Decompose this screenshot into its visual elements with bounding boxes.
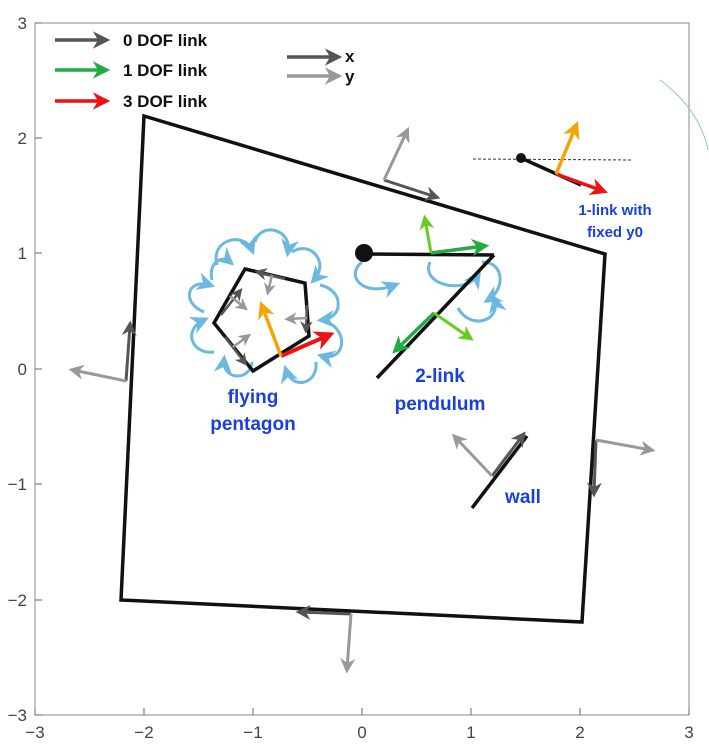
pendulum-pivot xyxy=(355,244,373,262)
right-wall-frame xyxy=(586,438,656,498)
x-tick-label: 1 xyxy=(466,723,475,742)
legend-label-0dof: 0 DOF link xyxy=(123,31,208,50)
two-link-pendulum-label-line2: pendulum xyxy=(395,394,486,415)
legend-label-y: y xyxy=(345,67,355,86)
left-wall-frame xyxy=(68,320,137,383)
x-tick-labels: −3 −2 −1 0 1 2 3 xyxy=(25,723,693,742)
legend-label-1dof: 1 DOF link xyxy=(123,61,208,80)
legend: 0 DOF link 1 DOF link 3 DOF link x y xyxy=(55,31,355,111)
y-tick-label: −3 xyxy=(8,706,27,725)
legend-label-3dof: 3 DOF link xyxy=(123,92,208,111)
pendulum-link2-1dof-arrow xyxy=(392,311,436,354)
one-link-y-arrow xyxy=(554,121,580,175)
bottom-wall-frame xyxy=(295,604,356,674)
boundary-walls xyxy=(119,113,607,624)
one-link-label-line1: 1-link with xyxy=(578,202,651,219)
one-link-x-arrow xyxy=(555,172,608,196)
x-tick-label: 2 xyxy=(575,723,584,742)
y-tick-label: −2 xyxy=(8,591,27,610)
wall-frame-y-arrow xyxy=(451,433,494,478)
pentagon-3dof-y-arrow xyxy=(258,301,283,357)
flying-pentagon xyxy=(211,267,311,374)
top-wall-frame xyxy=(382,126,441,201)
decorative-arc xyxy=(659,79,709,151)
x-tick-label: 0 xyxy=(357,723,366,742)
y-tick-labels: 3 2 1 0 −1 −2 −3 xyxy=(8,14,27,725)
pendulum-link1-1dof-arrow xyxy=(430,238,490,257)
pentagon-edge-frames xyxy=(220,268,313,366)
fixed-y0-reference-line xyxy=(472,158,632,161)
pendulum-link-1 xyxy=(362,252,495,257)
y-tick-label: −1 xyxy=(8,475,27,494)
one-link-label-line2: fixed y0 xyxy=(587,224,643,241)
pendulum-link-2 xyxy=(375,253,496,380)
wall-label: wall xyxy=(504,487,541,508)
wall-frame-x-arrow xyxy=(490,431,526,477)
two-link-pendulum-label-line1: 2-link xyxy=(415,366,465,387)
flying-pentagon-label-line2: pentagon xyxy=(210,414,296,435)
flying-pentagon-label-line1: flying xyxy=(228,387,279,408)
x-tick-label: −2 xyxy=(134,723,153,742)
wall-link xyxy=(470,434,529,510)
pentagon-3dof-x-arrow xyxy=(280,331,335,358)
y-tick-label: 0 xyxy=(18,360,27,379)
x-tick-label: −3 xyxy=(25,723,44,742)
tick-marks xyxy=(34,22,690,716)
one-link-pivot xyxy=(516,153,526,163)
y-tick-label: 1 xyxy=(18,244,27,263)
x-tick-label: −1 xyxy=(243,723,262,742)
pentagon-curved-arrows xyxy=(187,228,344,385)
y-tick-label: 3 xyxy=(18,14,27,33)
x-tick-label: 3 xyxy=(684,723,693,742)
legend-label-x: x xyxy=(345,47,355,66)
pendulum-link2-y-arrow xyxy=(433,311,474,341)
y-tick-label: 2 xyxy=(18,129,27,148)
pendulum-link1-y-arrow xyxy=(419,214,435,254)
